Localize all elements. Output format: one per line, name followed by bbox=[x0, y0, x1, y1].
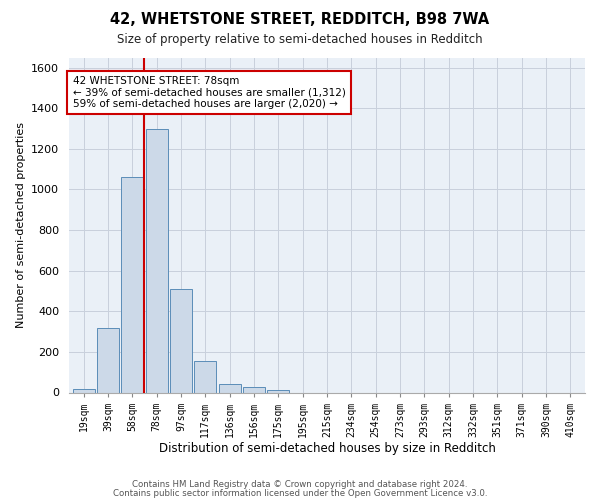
Bar bbox=[73, 390, 95, 392]
Text: 42, WHETSTONE STREET, REDDITCH, B98 7WA: 42, WHETSTONE STREET, REDDITCH, B98 7WA bbox=[110, 12, 490, 28]
Bar bbox=[146, 128, 167, 392]
Text: Contains HM Land Registry data © Crown copyright and database right 2024.: Contains HM Land Registry data © Crown c… bbox=[132, 480, 468, 489]
Bar bbox=[121, 178, 143, 392]
Bar bbox=[218, 384, 241, 392]
Bar bbox=[268, 390, 289, 392]
Bar bbox=[97, 328, 119, 392]
Bar bbox=[243, 388, 265, 392]
Text: 42 WHETSTONE STREET: 78sqm
← 39% of semi-detached houses are smaller (1,312)
59%: 42 WHETSTONE STREET: 78sqm ← 39% of semi… bbox=[73, 76, 346, 109]
Text: Contains public sector information licensed under the Open Government Licence v3: Contains public sector information licen… bbox=[113, 490, 487, 498]
Bar bbox=[170, 289, 192, 393]
Bar bbox=[194, 361, 216, 392]
X-axis label: Distribution of semi-detached houses by size in Redditch: Distribution of semi-detached houses by … bbox=[158, 442, 496, 456]
Y-axis label: Number of semi-detached properties: Number of semi-detached properties bbox=[16, 122, 26, 328]
Text: Size of property relative to semi-detached houses in Redditch: Size of property relative to semi-detach… bbox=[117, 32, 483, 46]
